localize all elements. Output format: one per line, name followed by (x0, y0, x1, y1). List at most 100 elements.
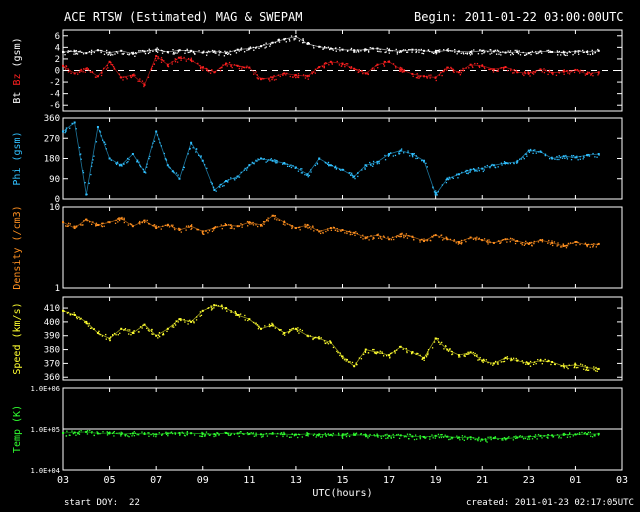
jitter-bt-7-7 (144, 52, 147, 55)
jitter-temp-1-5 (78, 433, 81, 435)
jitter-phi-42-5 (558, 158, 560, 161)
jitter-density-23-4 (337, 230, 339, 232)
jitter-bz-28-5 (399, 66, 401, 69)
jitter-density-38-1 (506, 238, 509, 240)
jitter-temp-42-5 (552, 435, 555, 438)
jitter-temp-28-2 (390, 436, 392, 438)
jitter-bt-26-2 (371, 47, 373, 49)
jitter-density-5-6 (123, 218, 125, 221)
jitter-bt-0-4 (70, 50, 72, 52)
ytick-label-speed-0: 360 (44, 373, 60, 383)
jitter-phi-17-6 (269, 159, 272, 161)
jitter-speed-16-4 (256, 324, 259, 326)
jitter-bz-22-7 (323, 63, 326, 65)
jitter-density-23-0 (333, 226, 336, 229)
jitter-bz-32-6 (443, 70, 445, 73)
jitter-speed-41-0 (550, 363, 552, 366)
xtick-label-11: 01 (569, 475, 581, 486)
jitter-temp-23-4 (341, 437, 344, 439)
jitter-bz-24-7 (350, 66, 353, 68)
jitter-density-21-1 (310, 228, 312, 230)
jitter-density-36-4 (483, 238, 486, 240)
jitter-density-39-5 (525, 240, 527, 243)
jitter-temp-1-6 (80, 430, 82, 432)
jitter-speed-23-2 (336, 350, 338, 353)
jitter-density-26-2 (370, 235, 372, 237)
jitter-density-17-0 (267, 217, 269, 219)
jitter-speed-9-0 (173, 326, 175, 328)
jitter-temp-39-3 (521, 435, 523, 438)
jitter-density-6-3 (139, 223, 141, 225)
jitter-phi-0-5 (65, 129, 67, 131)
jitter-bt-19-6 (293, 39, 295, 41)
jitter-density-8-2 (160, 228, 162, 230)
jitter-bt-12-3 (212, 51, 214, 53)
jitter-speed-2-7 (87, 325, 90, 327)
jitter-speed-40-1 (532, 363, 535, 366)
jitter-density-41-1 (548, 239, 550, 242)
jitter-density-27-6 (381, 238, 383, 240)
jitter-bt-32-7 (438, 51, 441, 53)
jitter-temp-32-0 (441, 433, 443, 436)
jitter-bz-1-2 (79, 69, 81, 72)
jitter-density-3-5 (107, 221, 109, 223)
jitter-temp-29-5 (405, 436, 407, 438)
jitter-density-0-6 (74, 225, 76, 227)
jitter-bz-30-2 (416, 73, 418, 75)
jitter-bz-19-4 (295, 76, 297, 79)
jitter-speed-13-7 (220, 305, 222, 307)
jitter-phi-6-4 (138, 161, 140, 163)
jitter-phi-22-7 (325, 162, 327, 164)
jitter-bz-23-7 (331, 62, 333, 64)
jitter-bz-41-0 (541, 71, 543, 73)
jitter-density-45-3 (593, 243, 595, 245)
jitter-bz-24-4 (345, 63, 347, 65)
jitter-bz-33-0 (451, 67, 453, 70)
jitter-density-39-2 (526, 242, 528, 244)
jitter-density-33-1 (453, 239, 455, 241)
jitter-temp-11-4 (201, 435, 204, 437)
jitter-bz-37-1 (503, 67, 505, 69)
jitter-density-20-0 (299, 229, 301, 231)
jitter-bz-21-6 (311, 71, 313, 73)
jitter-bt-44-3 (577, 50, 579, 52)
jitter-bt-25-6 (360, 50, 362, 52)
jitter-bt-24-6 (350, 47, 353, 50)
jitter-speed-39-0 (517, 359, 519, 361)
jitter-temp-15-6 (238, 432, 241, 434)
jitter-bz-10-3 (185, 60, 187, 62)
jitter-temp-1-0 (75, 434, 77, 436)
jitter-bz-21-3 (314, 72, 317, 74)
jitter-density-9-5 (172, 224, 174, 226)
jitter-speed-16-0 (258, 325, 260, 327)
jitter-density-36-6 (487, 241, 489, 243)
jitter-phi-27-7 (378, 162, 380, 165)
jitter-bz-45-1 (588, 71, 591, 74)
jitter-bz-23-1 (336, 60, 338, 63)
jitter-bt-7-0 (148, 48, 150, 50)
jitter-bt-44-1 (577, 51, 579, 53)
jitter-density-27-7 (377, 233, 379, 235)
jitter-bt-1-2 (74, 53, 77, 55)
jitter-density-29-6 (403, 235, 405, 237)
jitter-speed-39-2 (526, 363, 529, 365)
jitter-bt-17-4 (263, 44, 265, 46)
jitter-phi-31-1 (435, 190, 437, 192)
jitter-density-28-6 (393, 238, 395, 241)
jitter-density-34-4 (460, 243, 463, 245)
jitter-bz-39-2 (527, 73, 530, 75)
jitter-speed-4-6 (119, 332, 121, 334)
jitter-density-31-2 (433, 234, 435, 237)
jitter-bz-37-6 (497, 70, 499, 72)
jitter-phi-18-5 (276, 160, 278, 162)
jitter-temp-5-1 (121, 432, 124, 434)
jitter-temp-10-5 (184, 435, 186, 437)
trace-bt (62, 35, 599, 55)
jitter-bt-4-0 (116, 52, 119, 54)
jitter-temp-16-7 (260, 436, 263, 438)
jitter-density-38-0 (506, 241, 508, 243)
jitter-density-24-3 (351, 233, 353, 236)
jitter-bz-20-7 (307, 74, 309, 77)
jitter-speed-13-3 (221, 304, 223, 306)
jitter-speed-4-0 (113, 332, 116, 335)
